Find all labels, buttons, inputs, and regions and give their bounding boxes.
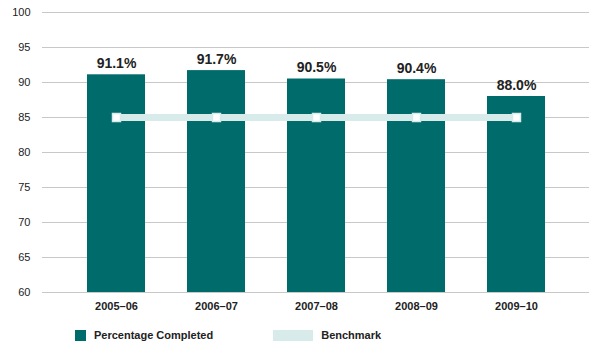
svg-text:75: 75 [18, 181, 30, 193]
svg-text:90.4%: 90.4% [397, 60, 437, 76]
svg-text:100: 100 [12, 6, 30, 18]
svg-text:2007–08: 2007–08 [295, 300, 338, 312]
svg-text:70: 70 [18, 216, 30, 228]
svg-text:95: 95 [18, 41, 30, 53]
svg-text:88.0%: 88.0% [497, 77, 537, 93]
svg-text:85: 85 [18, 111, 30, 123]
svg-text:91.7%: 91.7% [197, 51, 237, 67]
svg-text:2006–07: 2006–07 [195, 300, 238, 312]
svg-text:2005–06: 2005–06 [95, 300, 138, 312]
svg-text:60: 60 [18, 286, 30, 298]
svg-text:90.5%: 90.5% [297, 59, 337, 75]
svg-text:2009–10: 2009–10 [495, 300, 538, 312]
svg-text:2008–09: 2008–09 [395, 300, 438, 312]
html-text:Percentage Completed: Percentage Completed [94, 329, 214, 341]
svg-text:80: 80 [18, 146, 30, 158]
svg-text:91.1%: 91.1% [97, 55, 137, 71]
svg-text:65: 65 [18, 251, 30, 263]
svg-text:90: 90 [18, 76, 30, 88]
html-text:Benchmark: Benchmark [321, 329, 382, 341]
